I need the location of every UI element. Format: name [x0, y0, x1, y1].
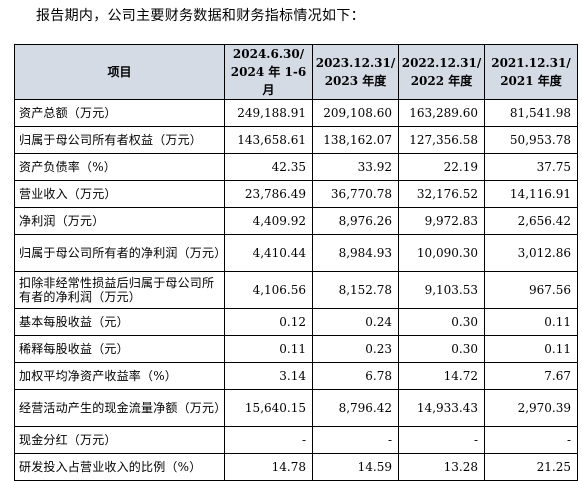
cell-value: 2,970.39 — [484, 389, 578, 427]
cell-value: 4,106.56 — [224, 271, 313, 309]
table-row: 净利润（万元） 4,409.92 8,976.26 9,972.83 2,656… — [14, 207, 578, 235]
table-row: 资产负债率（%） 42.35 33.92 22.19 37.75 — [14, 153, 578, 181]
cell-value: 23,786.49 — [224, 180, 313, 208]
cell-value: 4,409.92 — [224, 207, 313, 235]
cell-value: 15,640.15 — [224, 389, 313, 427]
cell-value: 0.30 — [398, 335, 485, 363]
cell-value: 3,012.86 — [484, 234, 578, 272]
row-label: 营业收入（万元） — [14, 180, 225, 208]
financial-data-table: 项目 2024.6.30/2024 年 1-6 月 2023.12.31/202… — [14, 44, 578, 481]
cell-value: 42.35 — [224, 153, 313, 181]
cell-value: 127,356.58 — [398, 126, 485, 154]
cell-value: 50,953.78 — [484, 126, 578, 154]
cell-value: 14.72 — [398, 362, 485, 390]
cell-value: 14,116.91 — [484, 180, 578, 208]
table-row: 扣除非经常性损益后归属于母公司所有者的净利润（万元） 4,106.56 8,15… — [14, 271, 578, 309]
row-label: 基本每股收益（元） — [14, 308, 225, 336]
cell-value: 8,984.93 — [312, 234, 399, 272]
cell-value: 10,090.30 — [398, 234, 485, 272]
cell-value: 6.78 — [312, 362, 399, 390]
cell-value: 4,410.44 — [224, 234, 313, 272]
cell-value: 138,162.07 — [312, 126, 399, 154]
cell-value: 8,796.42 — [312, 389, 399, 427]
cell-value: 14,933.43 — [398, 389, 485, 427]
row-label: 现金分红（万元） — [14, 426, 225, 454]
table-row: 归属于母公司所有者权益（万元） 143,658.61 138,162.07 12… — [14, 126, 578, 154]
table-row: 经营活动产生的现金流量净额（万元） 15,640.15 8,796.42 14,… — [14, 389, 578, 427]
cell-value: 209,108.60 — [312, 99, 399, 127]
header-2021: 2021.12.31/2021 年度 — [484, 44, 578, 100]
cell-value: 2,656.42 — [484, 207, 578, 235]
table-row: 归属于母公司所有者的净利润（万元） 4,410.44 8,984.93 10,0… — [14, 234, 578, 272]
row-label: 归属于母公司所有者权益（万元） — [14, 126, 225, 154]
cell-value: 143,658.61 — [224, 126, 313, 154]
cell-value: 0.24 — [312, 308, 399, 336]
cell-value: 37.75 — [484, 153, 578, 181]
cell-value: 0.30 — [398, 308, 485, 336]
cell-value: 163,289.60 — [398, 99, 485, 127]
cell-value: 13.28 — [398, 453, 485, 481]
table-row: 资产总额（万元） 249,188.91 209,108.60 163,289.6… — [14, 99, 578, 127]
row-label: 净利润（万元） — [14, 207, 225, 235]
cell-value: 22.19 — [398, 153, 485, 181]
cell-value: - — [312, 426, 399, 454]
cell-value: - — [398, 426, 485, 454]
table-row: 研发投入占营业收入的比例（%） 14.78 14.59 13.28 21.25 — [14, 453, 578, 481]
cell-value: - — [224, 426, 313, 454]
cell-value: 967.56 — [484, 271, 578, 309]
table-row: 稀释每股收益（元） 0.11 0.23 0.30 0.11 — [14, 335, 578, 363]
table-row: 基本每股收益（元） 0.12 0.24 0.30 0.11 — [14, 308, 578, 336]
row-label: 研发投入占营业收入的比例（%） — [14, 453, 225, 481]
intro-text: 报告期内，公司主要财务数据和财务指标情况如下： — [36, 8, 365, 24]
header-item: 项目 — [14, 44, 225, 100]
cell-value: 7.67 — [484, 362, 578, 390]
cell-value: 0.11 — [484, 308, 578, 336]
table-row: 加权平均净资产收益率（%） 3.14 6.78 14.72 7.67 — [14, 362, 578, 390]
cell-value: 0.11 — [484, 335, 578, 363]
table-header-row: 项目 2024.6.30/2024 年 1-6 月 2023.12.31/202… — [14, 44, 578, 100]
row-label: 资产负债率（%） — [14, 153, 225, 181]
cell-value: 33.92 — [312, 153, 399, 181]
cell-value: 0.12 — [224, 308, 313, 336]
cell-value: 9,972.83 — [398, 207, 485, 235]
cell-value: 14.59 — [312, 453, 399, 481]
cell-value: 8,976.26 — [312, 207, 399, 235]
row-label: 资产总额（万元） — [14, 99, 225, 127]
header-2024h1: 2024.6.30/2024 年 1-6 月 — [224, 44, 313, 100]
row-label: 经营活动产生的现金流量净额（万元） — [14, 389, 226, 427]
cell-value: 36,770.78 — [312, 180, 399, 208]
cell-value: 14.78 — [224, 453, 313, 481]
table-row: 营业收入（万元） 23,786.49 36,770.78 32,176.52 1… — [14, 180, 578, 208]
cell-value: 0.11 — [224, 335, 313, 363]
row-label: 加权平均净资产收益率（%） — [14, 362, 225, 390]
cell-value: 21.25 — [484, 453, 578, 481]
cell-value: 32,176.52 — [398, 180, 485, 208]
table-row: 现金分红（万元） - - - - — [14, 426, 578, 454]
cell-value: 81,541.98 — [484, 99, 578, 127]
cell-value: 0.23 — [312, 335, 399, 363]
header-2023: 2023.12.31/2023 年度 — [312, 44, 399, 100]
header-2022: 2022.12.31/2022 年度 — [398, 44, 485, 100]
row-label: 扣除非经常性损益后归属于母公司所有者的净利润（万元） — [14, 271, 225, 309]
cell-value: 8,152.78 — [312, 271, 399, 309]
cell-value: 3.14 — [224, 362, 313, 390]
cell-value: - — [484, 426, 578, 454]
row-label: 稀释每股收益（元） — [14, 335, 225, 363]
cell-value: 249,188.91 — [224, 99, 313, 127]
cell-value: 9,103.53 — [398, 271, 485, 309]
row-label: 归属于母公司所有者的净利润（万元） — [14, 234, 226, 272]
